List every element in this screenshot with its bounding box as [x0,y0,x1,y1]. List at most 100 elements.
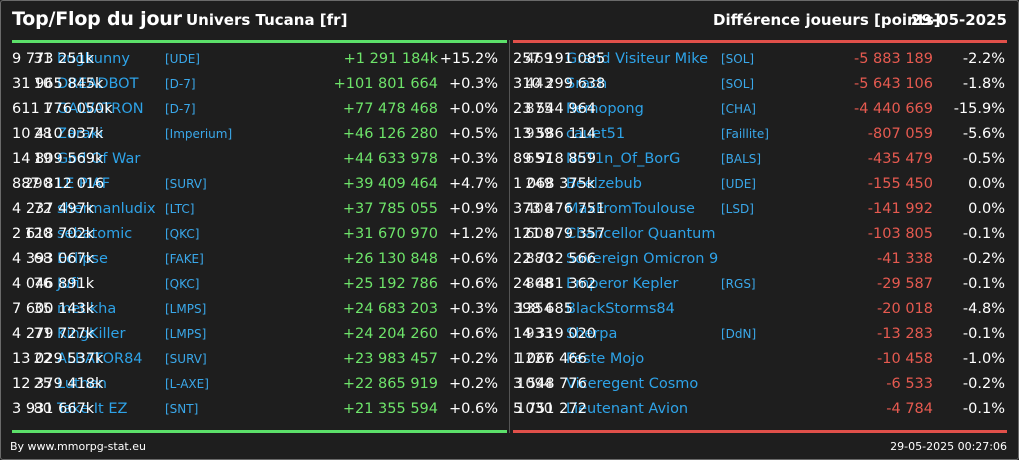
player-name-link[interactable]: Jufi [57,276,80,292]
alliance-tag-link[interactable]: [L-AXE] [165,377,209,391]
diff-cell: +39 409 464 [342,176,438,192]
player-name-link[interactable]: Take It EZ [57,401,128,417]
top-row: 68 Eclipse [FAKE] 4 393 067k +26 130 848 +0.6… [12,247,507,272]
alliance-tag-link[interactable]: [SNT] [165,402,199,416]
diff-cell: +24 683 203 [342,301,438,317]
points-cell: 398 685 [513,301,573,317]
player-name-link[interactable]: Peste Mojo [566,351,645,367]
top-row: 28 Zaraki [Imperium] 10 410 037k +46 126 280… [12,122,507,147]
rank-cell: 1227 [516,351,553,367]
top-row: 290 LE PIAF [SURV] 887 812 016 +39 409 464 +4… [12,172,507,197]
percent-cell: -0.1% [962,401,1005,417]
percent-cell: -0.1% [962,326,1005,342]
player-name-link[interactable]: Chancellor Quantum [566,226,716,242]
player-name-link[interactable]: bugbunny [57,51,130,67]
diff-cell: -4 440 669 [853,101,933,117]
diff-cell: -807 059 [867,126,933,142]
points-cell: 7 600 143k [12,301,95,317]
alliance-tag-link[interactable]: [RGS] [721,277,756,291]
player-name-link[interactable]: MaxFromToulouse [566,201,695,217]
player-name-link[interactable]: Beelzebub [566,176,642,192]
alliance-tag-link[interactable]: [SURV] [165,352,207,366]
player-name-link[interactable]: Viceregent Cosmo [566,376,699,392]
alliance-tag-link[interactable]: [QKC] [165,277,200,291]
points-cell: 4 393 067k [12,251,95,267]
player-name-link[interactable]: shermanludix [57,201,156,217]
alliance-tag-link[interactable]: [LMPS] [165,327,207,341]
points-cell: 310 299 638 [513,76,606,92]
player-name-link[interactable]: Eclipse [57,251,108,267]
diff-cell: +77 478 468 [342,101,438,117]
player-name-link[interactable]: Luthen [57,376,107,392]
alliance-tag-link[interactable]: [QKC] [165,227,200,241]
player-name-link[interactable]: Grand Visiteur Mike [566,51,709,67]
alliance-tag-link[interactable]: [FAKE] [165,252,204,266]
top-row: 76 Jufi [QKC] 4 046 891k +25 192 786 +0.6% [12,272,507,297]
player-name-link[interactable]: GALVATRON [57,101,144,117]
player-name-link[interactable]: LE PIAF [57,176,111,192]
player-name-link[interactable]: KingKiller [57,326,126,342]
header: Top/Flop du jour Univers Tucana [fr] Dif… [0,0,1019,40]
player-name-link[interactable]: NuT1n_Of_BorG [566,151,681,167]
alliance-tag-link[interactable]: [D-7] [165,102,196,116]
diff-cell: -13 283 [877,326,933,342]
player-name-link[interactable]: Zaraki [57,126,104,142]
player-name-link[interactable]: God Of War [57,151,141,167]
diff-cell: -4 784 [886,401,933,417]
percent-cell: -1.8% [962,76,1005,92]
alliance-tag-link[interactable]: [LTC] [165,202,195,216]
player-name-link[interactable]: Remopong [566,101,644,117]
rank-cell: 939 [525,126,553,142]
top-row: 19 God Of War 14 809 569k +44 633 978 +0.3% [12,147,507,172]
alliance-tag-link[interactable]: [CHA] [721,102,756,116]
player-name-link[interactable]: Emperor Kepler [566,276,679,292]
rank-cell: 31 [33,51,52,67]
percent-cell: +0.2% [449,351,498,367]
date-label: 29-05-2025 [911,11,1007,29]
percent-cell: -1.0% [962,351,1005,367]
alliance-tag-link[interactable]: [DdN] [721,327,757,341]
points-cell: 89 918 859 [513,151,597,167]
rank-cell: 408 [525,201,553,217]
percent-cell: +0.9% [449,201,498,217]
flop-row: 408 MaxFromToulouse [LSD] 373 476 751 -141 9… [513,197,1008,222]
rank-cell: 880 [525,251,553,267]
alliance-tag-link[interactable]: [UDE] [721,177,756,191]
flop-list: 469 Grand Visiteur Mike [SOL] 257 191 085 -5… [513,47,1008,422]
alliance-tag-link[interactable]: [D-7] [165,77,196,91]
points-cell: 887 812 016 [12,176,105,192]
points-cell: 4 046 891k [12,276,95,292]
diff-cell: +101 801 664 [333,76,438,92]
credit-link[interactable]: By www.mmorpg-stat.eu [10,440,146,453]
rank-cell: 868 [525,276,553,292]
points-cell: 12 379 418k [12,376,104,392]
player-name-link[interactable]: Sovereign Omicron 9 [566,251,719,267]
points-cell: 4 237 497k [12,201,95,217]
player-name-link[interactable]: cauet51 [566,126,626,142]
points-cell: 13 586 114 [513,126,597,142]
player-name-link[interactable]: BlackStorms84 [566,301,675,317]
alliance-tag-link[interactable]: [SOL] [721,52,755,66]
rank-cell: 875 [525,101,553,117]
player-name-link[interactable]: metikha [57,301,117,317]
player-name-link[interactable]: DREADBOT [57,76,139,92]
player-name-link[interactable]: sebatomic [57,226,133,242]
rank-cell: 469 [525,51,553,67]
alliance-tag-link[interactable]: [BALS] [721,152,762,166]
alliance-tag-link[interactable]: [LSD] [721,202,754,216]
alliance-tag-link[interactable]: [SOL] [721,77,755,91]
alliance-tag-link[interactable]: [UDE] [165,52,200,66]
player-name-link[interactable]: Srach [566,76,608,92]
player-name-link[interactable]: ALBATOR84 [57,351,143,367]
player-name-link[interactable]: Sherpa [566,326,618,342]
percent-cell: +15.2% [439,51,498,67]
points-cell: 611 776 050k [12,101,113,117]
alliance-tag-link[interactable]: [SURV] [165,177,207,191]
alliance-tag-link[interactable]: [Faillite] [721,127,769,141]
player-name-link[interactable]: Lieutenant Avion [566,401,689,417]
alliance-tag-link[interactable]: [Imperium] [165,127,233,141]
alliance-tag-link[interactable]: [LMPS] [165,302,207,316]
percent-cell: -0.1% [962,276,1005,292]
rank-cell: 35 [33,301,52,317]
rank-cell: 1354 [516,301,553,317]
